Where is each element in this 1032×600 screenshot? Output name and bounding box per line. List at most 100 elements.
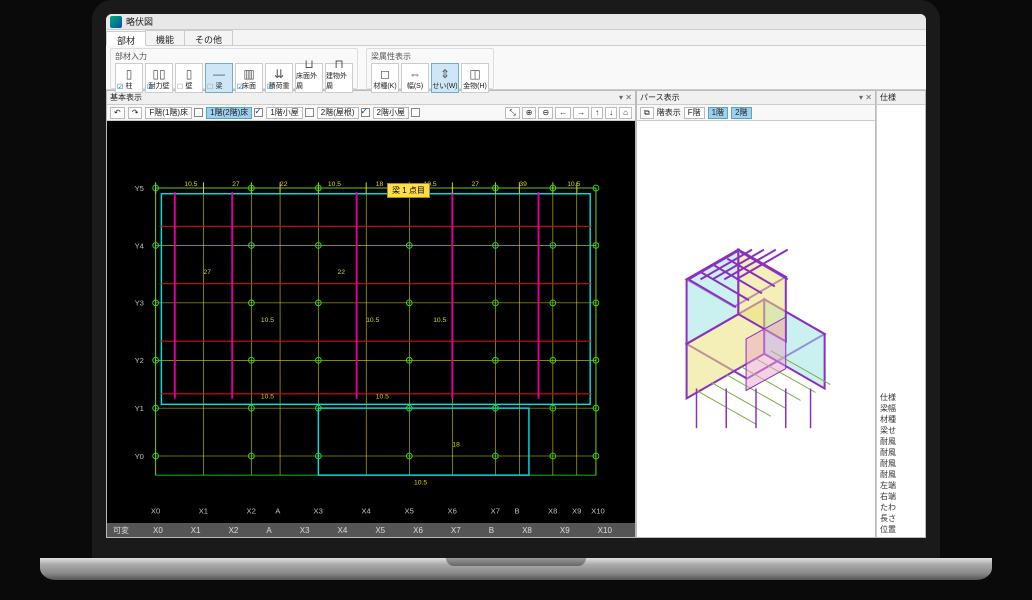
nav-icon[interactable]: ↑ (591, 107, 603, 119)
svg-text:Y3: Y3 (135, 299, 144, 308)
prop-row[interactable]: 耐風 (880, 436, 922, 447)
nav-icon[interactable]: → (573, 107, 589, 119)
ribbon-耐力壁[interactable]: ▯▯耐力壁☑ (145, 63, 173, 93)
prop-row[interactable]: 梁幅 (880, 403, 922, 414)
floor-chip[interactable]: 2階小屋 (373, 107, 409, 119)
ribbon-壁[interactable]: ▯壁☐ (175, 63, 203, 93)
nav-icon[interactable]: ⌂ (619, 107, 632, 119)
prop-row[interactable]: 長さ (880, 513, 922, 524)
floor-label: 階表示 (657, 107, 681, 118)
chip-1[interactable]: 1階 (708, 107, 728, 119)
ribbon-金物(H)[interactable]: ◫金物(H) (461, 63, 489, 93)
ribbon-group-attr: 梁属性表示 ◻材種(K)⇔幅(S)⇕せい(W)◫金物(H) (366, 48, 494, 89)
tab-buzai[interactable]: 部材 (106, 31, 146, 46)
glyph-icon: ▥ (243, 68, 254, 80)
prop-row[interactable]: 耐風 (880, 447, 922, 458)
ribbon-床面外周[interactable]: ⊔床面外周☐ (295, 63, 323, 93)
ribbon-せい(W)[interactable]: ⇕せい(W) (431, 63, 459, 93)
floor-check[interactable] (361, 108, 370, 117)
svg-text:X2: X2 (247, 506, 256, 515)
svg-text:22: 22 (280, 181, 288, 188)
svg-text:39: 39 (519, 181, 527, 188)
prop-row[interactable]: 材種 (880, 414, 922, 425)
toggle-icon[interactable]: ⧉ (640, 107, 654, 119)
svg-text:X0: X0 (151, 506, 160, 515)
pane-props: 仕様 仕様梁幅材種梁せ耐風耐風耐風耐風左端右端たわ長さ位置 (876, 90, 926, 538)
svg-text:10.5: 10.5 (328, 181, 341, 188)
floor-check[interactable] (194, 108, 203, 117)
svg-text:Y4: Y4 (135, 241, 145, 250)
svg-text:10.5: 10.5 (261, 394, 274, 401)
prop-row[interactable]: 仕様 (880, 392, 922, 403)
pane-2d-toolbar: ↶ ↷ F階(1階)床 1階(2階)床 1階小屋 2階(屋根) 2階小屋 ⤡⊕⊖←→↑↓… (107, 105, 635, 121)
floor-check[interactable] (254, 108, 263, 117)
svg-text:10.5: 10.5 (567, 181, 580, 188)
glyph-icon: ⊔ (304, 58, 313, 70)
prop-row[interactable]: 位置 (880, 524, 922, 535)
svg-text:27: 27 (472, 181, 480, 188)
pane-2d-header: 基本表示 ▾ ✕ (107, 91, 635, 105)
canvas-3d[interactable] (637, 121, 875, 537)
nav-icon[interactable]: ⊖ (538, 107, 553, 119)
prop-row[interactable]: たわ (880, 502, 922, 513)
nav-icon[interactable]: ⊕ (522, 107, 537, 119)
canvas-2d[interactable]: 10.5272210.51810.5273910.510.510.510.510… (107, 121, 635, 523)
prop-row[interactable]: 梁せ (880, 425, 922, 436)
chip-2[interactable]: 2階 (731, 107, 751, 119)
ribbon: 部材入力 ▯柱☑▯▯耐力壁☑▯壁☐—梁☐▥床面☑⇊積荷重☑⊔床面外周☐⊓建物外周… (106, 46, 926, 90)
floor-check[interactable] (411, 108, 420, 117)
ribbon-group-input: 部材入力 ▯柱☑▯▯耐力壁☑▯壁☐—梁☐▥床面☑⇊積荷重☑⊔床面外周☐⊓建物外周… (110, 48, 358, 89)
prop-row[interactable]: 耐風 (880, 469, 922, 480)
svg-text:X10: X10 (591, 506, 605, 515)
ribbon-積荷重[interactable]: ⇊積荷重☑ (265, 63, 293, 93)
window-title: 略伏図 (126, 15, 153, 28)
svg-text:A: A (275, 506, 281, 515)
chip-f[interactable]: F階 (684, 107, 705, 119)
undo-icon[interactable]: ↶ (110, 107, 125, 119)
tab-sonota[interactable]: その他 (184, 30, 233, 45)
nav-icon[interactable]: ⤡ (505, 107, 519, 119)
svg-text:X8: X8 (548, 506, 557, 515)
tab-kinou[interactable]: 機能 (145, 30, 185, 45)
floor-chip[interactable]: 1階(2階)床 (206, 107, 252, 119)
svg-text:18: 18 (376, 181, 384, 188)
pane-2d-title: 基本表示 (110, 92, 142, 103)
prop-row[interactable]: 耐風 (880, 458, 922, 469)
ribbon-床面[interactable]: ▥床面☑ (235, 63, 263, 93)
ribbon-材種(K)[interactable]: ◻材種(K) (371, 63, 399, 93)
pane-3d-toolbar: ⧉ 階表示 F階 1階 2階 (637, 105, 875, 121)
ribbon-梁[interactable]: —梁☐ (205, 63, 233, 93)
floor-chip[interactable]: 2階(屋根) (317, 107, 359, 119)
glyph-icon: ⇊ (274, 68, 284, 80)
titlebar: 略伏図 (106, 14, 926, 30)
svg-text:27: 27 (204, 269, 212, 276)
svg-text:18: 18 (452, 441, 460, 448)
status-mode: 可変 (113, 525, 129, 536)
nav-icon[interactable]: ← (555, 107, 571, 119)
svg-text:Y0: Y0 (135, 452, 144, 461)
tab-strip: 部材 機能 その他 (106, 30, 926, 46)
pane-2d-controls[interactable]: ▾ ✕ (619, 93, 632, 102)
glyph-icon: ▯▯ (152, 68, 165, 80)
nav-icon[interactable]: ↓ (605, 107, 617, 119)
prop-row[interactable]: 右端 (880, 491, 922, 502)
floor-chip[interactable]: F階(1階)床 (145, 107, 192, 119)
floor-check[interactable] (305, 108, 314, 117)
pane-3d-title: パース表示 (640, 92, 680, 103)
statusbar: 可変 X0X1X2AX3X4X5X6X7BX8X9X10 (107, 523, 635, 537)
svg-text:10.5: 10.5 (433, 317, 446, 324)
glyph-icon: ▯ (186, 68, 193, 80)
floor-chip[interactable]: 1階小屋 (266, 107, 302, 119)
pane-3d-controls[interactable]: ▾ ✕ (859, 93, 872, 102)
svg-text:10.5: 10.5 (184, 181, 197, 188)
svg-text:Y2: Y2 (135, 356, 144, 365)
prop-row[interactable]: 左端 (880, 480, 922, 491)
redo-icon[interactable]: ↷ (128, 107, 143, 119)
ribbon-幅(S)[interactable]: ⇔幅(S) (401, 63, 429, 93)
pane-3d: パース表示 ▾ ✕ ⧉ 階表示 F階 1階 2階 (636, 90, 876, 538)
ribbon-柱[interactable]: ▯柱☑ (115, 63, 143, 93)
laptop-screen: 略伏図 部材 機能 その他 部材入力 ▯柱☑▯▯耐力壁☑▯壁☐—梁☐▥床面☑⇊積… (92, 0, 940, 560)
svg-text:Y5: Y5 (135, 184, 144, 193)
ribbon-建物外周[interactable]: ⊓建物外周☐ (325, 63, 353, 93)
glyph-icon: ⇔ (409, 68, 421, 80)
